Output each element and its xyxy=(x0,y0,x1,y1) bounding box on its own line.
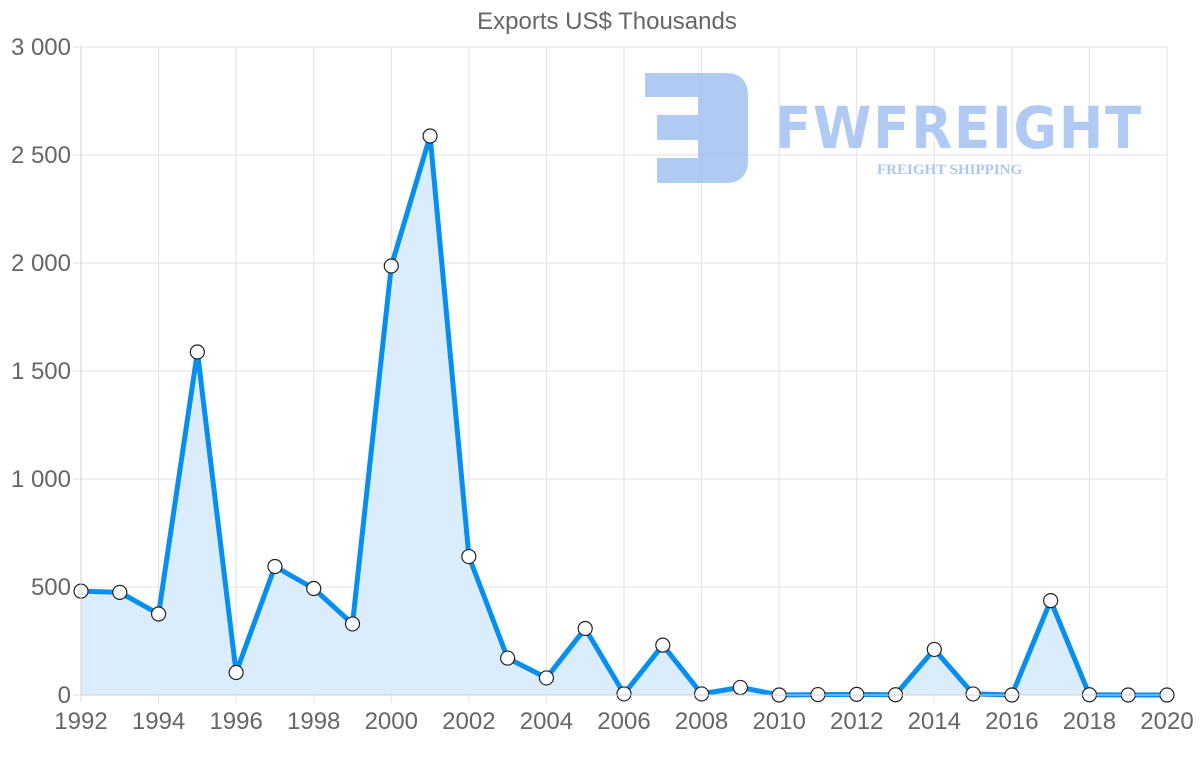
y-axis: 0 500 1 000 1 500 2 000 2 500 3 000 xyxy=(11,34,82,709)
data-point-2015[interactable] xyxy=(965,686,981,702)
area-fill xyxy=(81,136,1167,695)
y-tick-label: 2 000 xyxy=(11,250,71,277)
x-axis: 1992 1994 1996 1998 2000 2002 2004 2006 2008 2010… xyxy=(54,694,1194,735)
data-point-2000[interactable] xyxy=(383,258,399,274)
data-point-2014[interactable] xyxy=(926,641,942,658)
x-tick-label: 2000 xyxy=(365,708,418,735)
x-tick-label: 2020 xyxy=(1140,708,1193,735)
x-tick-label: 2010 xyxy=(752,708,805,735)
data-point-1995[interactable] xyxy=(189,344,205,360)
series-area xyxy=(81,136,1167,695)
data-point-2006[interactable] xyxy=(616,686,632,702)
data-point-1996[interactable] xyxy=(228,664,244,681)
x-tick-label: 2016 xyxy=(985,708,1038,735)
x-tick-label: 2008 xyxy=(675,708,728,735)
data-point-2008[interactable] xyxy=(693,686,710,702)
x-tick-label: 2002 xyxy=(442,708,495,735)
data-point-2017[interactable] xyxy=(1043,593,1059,609)
y-tick-label: 0 xyxy=(58,682,71,709)
data-point-2004[interactable] xyxy=(538,670,555,686)
y-tick-label: 1 000 xyxy=(11,466,71,493)
x-tick-label: 2004 xyxy=(520,708,573,735)
y-tick-label: 3 000 xyxy=(11,34,71,61)
data-point-2009[interactable] xyxy=(732,679,748,696)
data-point-1994[interactable] xyxy=(150,606,167,622)
x-tick-label: 1998 xyxy=(287,708,340,735)
y-tick-label: 500 xyxy=(31,574,71,601)
data-point-2002[interactable] xyxy=(461,548,477,565)
data-point-1999[interactable] xyxy=(344,616,361,632)
y-tick-label: 1 500 xyxy=(11,358,71,385)
data-point-1998[interactable] xyxy=(306,580,322,597)
data-point-2005[interactable] xyxy=(577,620,593,637)
data-point-1993[interactable] xyxy=(112,584,128,601)
x-tick-label: 2012 xyxy=(830,708,883,735)
x-tick-label: 2006 xyxy=(597,708,650,735)
data-point-1997[interactable] xyxy=(267,558,283,575)
data-point-2012[interactable] xyxy=(849,686,865,702)
x-tick-label: 1994 xyxy=(132,708,185,735)
data-points xyxy=(73,128,1175,703)
x-tick-label: 1996 xyxy=(209,708,262,735)
data-point-2001[interactable] xyxy=(422,128,438,144)
grid-lines xyxy=(73,46,1168,703)
data-point-2007[interactable] xyxy=(655,637,671,653)
x-tick-label: 2018 xyxy=(1063,708,1116,735)
x-tick-label: 2014 xyxy=(908,708,961,735)
data-point-2003[interactable] xyxy=(500,650,516,666)
chart-title: Exports US$ Thousands xyxy=(477,8,737,35)
y-tick-label: 2 500 xyxy=(11,142,71,169)
x-tick-label: 1992 xyxy=(54,708,107,735)
